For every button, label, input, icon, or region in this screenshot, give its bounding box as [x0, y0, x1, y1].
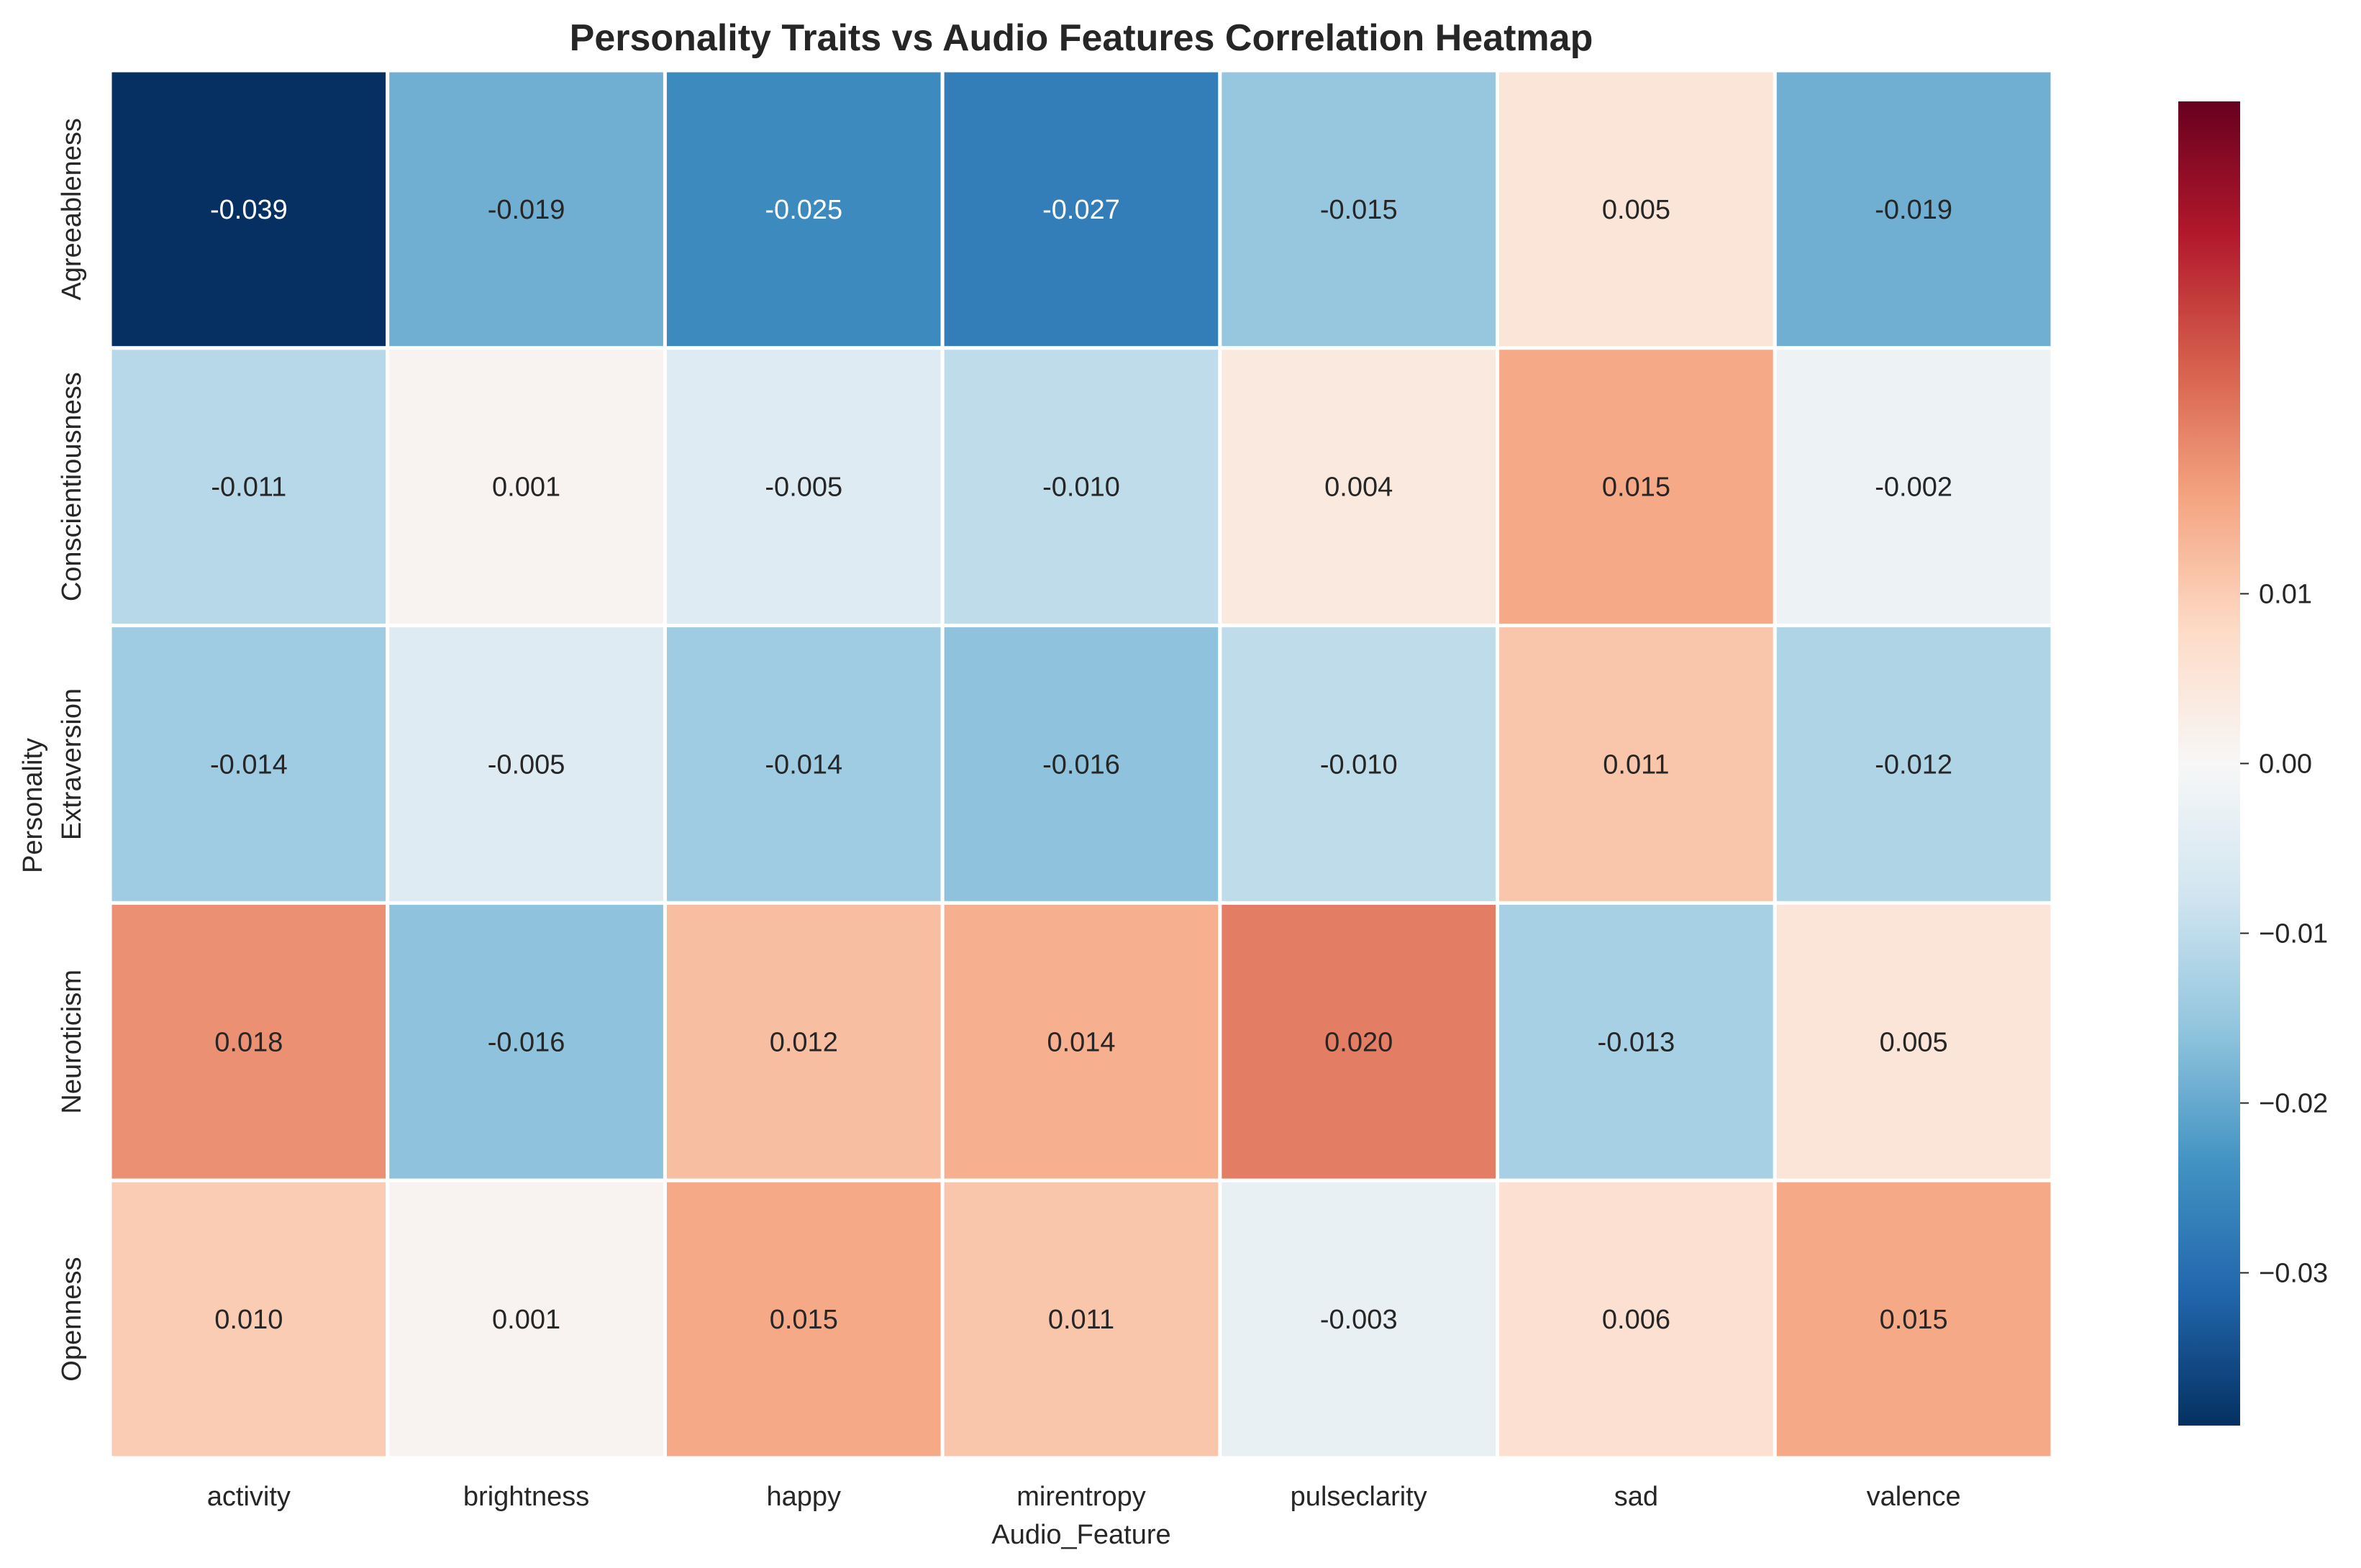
cell-value-label: -0.005	[488, 750, 565, 780]
cell-value-label: -0.039	[210, 195, 288, 225]
cell-value-label: -0.012	[1875, 750, 1952, 780]
cell-value-label: 0.005	[1880, 1027, 1948, 1057]
x-tick-label: mirentropy	[1016, 1482, 1146, 1512]
cell-value-label: 0.011	[1603, 750, 1669, 780]
cell-value-label: -0.015	[1320, 195, 1398, 225]
cell-value-label: -0.002	[1875, 473, 1952, 503]
cell-value-label: 0.010	[214, 1305, 283, 1335]
chart-title: Personality Traits vs Audio Features Cor…	[570, 17, 1593, 59]
cell-value-label: -0.011	[211, 473, 286, 503]
cell-value-label: -0.016	[488, 1027, 565, 1057]
heatmap-cell	[1496, 624, 1777, 905]
cell-value-label: -0.016	[1042, 750, 1120, 780]
heatmap-cell	[940, 624, 1222, 905]
cell-value-label: -0.003	[1320, 1305, 1398, 1335]
x-tick-label: happy	[767, 1482, 842, 1512]
cell-value-label: 0.011	[1048, 1305, 1114, 1335]
cell-value-label: 0.001	[492, 1305, 560, 1335]
y-axis-tick-labels: Agreeableness Conscientiousness Extraversi…	[57, 118, 87, 1382]
cell-value-label: 0.020	[1324, 1027, 1393, 1057]
cell-value-label: 0.015	[770, 1305, 838, 1335]
colorbar-tick-label: −0.02	[2259, 1089, 2328, 1119]
heatmap-cell	[1773, 346, 2055, 628]
cell-value-label: 0.014	[1047, 1027, 1115, 1057]
heatmap-cell	[1773, 1178, 2055, 1460]
heatmap-cell	[386, 901, 667, 1182]
heatmap-cell	[1773, 624, 2055, 905]
heatmap-cell	[940, 901, 1222, 1182]
heatmap-cell	[1496, 901, 1777, 1182]
heatmap-cell	[1218, 346, 1500, 628]
cell-value-label: -0.025	[765, 195, 842, 225]
colorbar-ticks: 0.01 0.00 −0.01 −0.02 −0.03	[2240, 579, 2328, 1289]
heatmap-cell	[108, 68, 390, 350]
cell-value-label: -0.014	[765, 750, 842, 780]
x-tick-label: activity	[207, 1482, 291, 1512]
heatmap-cell	[108, 1178, 390, 1460]
heatmap-cell	[1218, 624, 1500, 905]
cell-value-label: -0.010	[1320, 750, 1398, 780]
heatmap-cell	[1218, 68, 1500, 350]
heatmap-cells: -0.039 -0.019 -0.025 -0.027 -0.015 0.005 -0.01…	[108, 68, 2055, 1460]
colorbar-tick-label: 0.00	[2259, 749, 2312, 780]
cell-value-label: 0.018	[214, 1027, 283, 1057]
y-axis-label: Personality	[18, 738, 48, 873]
cell-value-label: 0.001	[492, 473, 560, 503]
y-tick-label: Openness	[57, 1257, 87, 1381]
x-axis-tick-labels: activity brightness happy mirentropy pulsecl…	[207, 1482, 1961, 1512]
heatmap-cell	[663, 624, 945, 905]
x-tick-label: pulseclarity	[1291, 1482, 1427, 1512]
colorbar-tick-label: 0.01	[2259, 579, 2312, 609]
cell-value-label: -0.027	[1042, 195, 1120, 225]
cell-value-label: -0.005	[765, 473, 842, 503]
heatmap-cell	[108, 346, 390, 628]
y-tick-label: Conscientiousness	[57, 372, 87, 601]
cell-value-label: 0.004	[1324, 473, 1393, 503]
heatmap-cell	[1496, 1178, 1777, 1460]
heatmap-cell	[108, 901, 390, 1182]
heatmap-cell	[663, 346, 945, 628]
colorbar-tick-label: −0.03	[2259, 1259, 2328, 1289]
x-tick-label: brightness	[463, 1482, 589, 1512]
colorbar	[2178, 101, 2240, 1426]
heatmap-cell	[663, 68, 945, 350]
cell-value-label: -0.014	[210, 750, 288, 780]
cell-value-label: 0.012	[770, 1027, 838, 1057]
x-tick-label: sad	[1614, 1482, 1658, 1512]
x-axis-label: Audio_Feature	[991, 1520, 1170, 1550]
cell-value-label: 0.005	[1602, 195, 1670, 225]
y-tick-label: Neuroticism	[57, 970, 87, 1114]
cell-value-label: -0.019	[1875, 195, 1952, 225]
heatmap-cell	[1496, 346, 1777, 628]
cell-value-label: -0.019	[488, 195, 565, 225]
y-tick-label: Agreeableness	[57, 118, 87, 301]
heatmap-cell	[1496, 68, 1777, 350]
colorbar-tick-label: −0.01	[2259, 919, 2328, 949]
heatmap-cell	[386, 624, 667, 905]
cell-value-label: 0.006	[1602, 1305, 1670, 1335]
heatmap-cell	[663, 1178, 945, 1460]
cell-value-label: -0.013	[1598, 1027, 1675, 1057]
heatmap-cell	[940, 68, 1222, 350]
cell-value-label: 0.015	[1880, 1305, 1948, 1335]
cell-value-label: -0.010	[1042, 473, 1120, 503]
cell-value-label: 0.015	[1602, 473, 1670, 503]
y-tick-label: Extraversion	[57, 688, 87, 840]
heatmap-cell	[386, 68, 667, 350]
x-tick-label: valence	[1867, 1482, 1961, 1512]
heatmap-cell	[1773, 901, 2055, 1182]
